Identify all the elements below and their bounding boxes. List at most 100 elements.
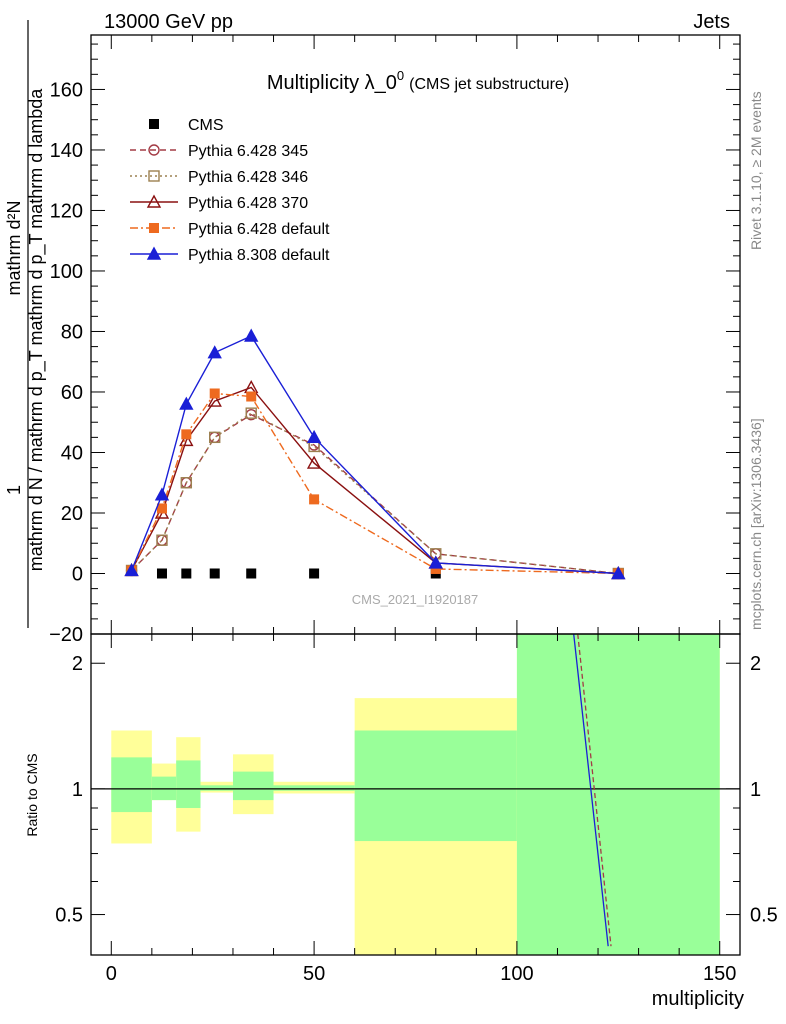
- series-5-point-6: [428, 555, 443, 569]
- x-tick-label: 50: [303, 963, 325, 985]
- ratio-y-tick-label-left: 0.5: [55, 905, 83, 927]
- main-plot-area: −20 0 20 40 60 80 100 120 140 160: [49, 34, 741, 646]
- mcplots-label: mcplots.cern.ch [arXiv:1306.3436]: [748, 418, 764, 630]
- legend-label-1: Pythia 6.428 345: [188, 143, 308, 160]
- series-5-point-7: [611, 566, 626, 580]
- ratio-plot-area: 0 50 100 150 0.5 0.5 1 1 2 2: [55, 633, 778, 985]
- legend-entry-0: CMS: [149, 117, 224, 134]
- ratio-y-axis-label: Ratio to CMS: [24, 753, 40, 836]
- series-line-5: [130, 335, 619, 575]
- legend-marker-5: [146, 246, 162, 260]
- ratio-y-tick-label-left: 1: [72, 779, 83, 801]
- ratio-y-tick-label-right: 1: [750, 779, 761, 801]
- series-3: [124, 379, 626, 580]
- header-right: Jets: [693, 11, 730, 33]
- ratio-plot-background: [111, 634, 720, 955]
- series-4-point-5: [309, 494, 320, 505]
- series-2-point-3: [209, 431, 221, 444]
- ratio-band-inner-6: [354, 730, 517, 842]
- series-0-point-2: [209, 568, 220, 579]
- series-0: [156, 568, 441, 579]
- series-4: [126, 388, 624, 579]
- legend-label-5: Pythia 8.308 default: [188, 247, 330, 264]
- legend-label-0: CMS: [188, 117, 224, 134]
- legend-label-2: Pythia 6.428 346: [188, 169, 308, 186]
- legend-marker-4: [149, 223, 159, 233]
- header-left: 13000 GeV pp: [104, 11, 233, 33]
- series-4-point-3: [209, 388, 220, 399]
- series-2: [125, 407, 625, 580]
- series-line-1: [131, 413, 619, 575]
- series-5-point-0: [124, 563, 139, 577]
- y-tick-label: 120: [50, 200, 83, 222]
- ratio-band-inner-5: [273, 785, 355, 791]
- y-label-one: 1: [4, 485, 24, 495]
- series-line-2: [131, 412, 619, 575]
- series-1: [125, 408, 625, 580]
- legend-marker-1: [148, 144, 160, 156]
- series-5-point-3: [207, 345, 222, 359]
- series-4-point-6: [430, 563, 441, 574]
- series-5-point-4: [244, 328, 259, 342]
- series-0-point-1: [181, 568, 192, 579]
- series-5: [124, 328, 626, 580]
- legend-entry-3: Pythia 6.428 370: [130, 194, 308, 212]
- series-3-point-3: [207, 393, 222, 407]
- ratio-band-inner-0: [111, 757, 152, 813]
- series-line-3: [130, 386, 619, 575]
- y-tick-label: 80: [61, 321, 83, 343]
- plot-title: Multiplicity λ_00(CMS jet substructure): [267, 68, 569, 94]
- y-tick-label: 40: [61, 442, 83, 464]
- ratio-line-0: [577, 633, 612, 947]
- x-tick-label: 100: [500, 963, 533, 985]
- y-label-numerator: mathrm d²N: [4, 200, 24, 295]
- analysis-watermark: CMS_2021_I1920187: [352, 592, 479, 607]
- series-5-point-1: [154, 487, 170, 501]
- main-y-axis-label: mathrm d²N mathrm d N / mathrm d p_T mat…: [4, 20, 47, 628]
- series-2-point-1: [156, 534, 168, 546]
- y-label-main: mathrm d N / mathrm d p_T mathrm d p_T m…: [26, 88, 47, 571]
- legend: CMS Pythia 6.428 345 Pythia 6.428 346 Pythi…: [130, 117, 330, 264]
- y-tick-label: 100: [50, 261, 83, 283]
- x-tick-label: 150: [703, 963, 736, 985]
- y-tick-label: 0: [72, 563, 83, 585]
- x-tick-label: 0: [106, 963, 117, 985]
- y-tick-label: −20: [49, 624, 83, 646]
- series-4-point-2: [181, 429, 192, 440]
- series-0-point-0: [156, 568, 167, 579]
- ratio-y-tick-label-left: 2: [72, 653, 83, 675]
- ratio-y-tick-label-right: 0.5: [750, 905, 778, 927]
- legend-entry-4: Pythia 6.428 default: [130, 221, 330, 238]
- series-0-point-4: [309, 568, 320, 579]
- legend-marker-3: [146, 194, 162, 208]
- series-2-point-4: [245, 407, 257, 419]
- ratio-band-inner-3: [200, 785, 233, 791]
- legend-label-3: Pythia 6.428 370: [188, 195, 308, 212]
- legend-entry-1: Pythia 6.428 345: [130, 143, 308, 160]
- y-tick-label: 60: [61, 382, 83, 404]
- series-0-point-3: [246, 568, 257, 579]
- series-4-point-1: [156, 503, 167, 514]
- y-tick-label: 20: [61, 503, 83, 525]
- ratio-y-tick-label-right: 2: [750, 653, 761, 675]
- y-tick-label: 140: [50, 140, 83, 162]
- series-5-point-5: [306, 429, 322, 444]
- series-2-point-2: [180, 477, 193, 489]
- ratio-band-inner-4: [232, 771, 274, 801]
- legend-marker-2: [148, 170, 160, 182]
- legend-marker-0: [149, 119, 159, 129]
- x-axis-label: multiplicity: [652, 988, 744, 1010]
- series-3-point-5: [306, 455, 322, 469]
- rivet-label: Rivet 3.1.10, ≥ 2M events: [748, 91, 764, 250]
- ratio-band-inner-7: [516, 634, 720, 955]
- ratio-line-1: [573, 633, 609, 947]
- legend-label-4: Pythia 6.428 default: [188, 221, 330, 238]
- series-line-4: [130, 392, 619, 575]
- series-5-point-2: [179, 396, 194, 410]
- legend-entry-2: Pythia 6.428 346: [130, 169, 308, 186]
- ratio-band-inner-2: [176, 760, 201, 808]
- y-tick-label: 160: [50, 79, 83, 101]
- series-3-point-2: [179, 432, 194, 447]
- series-1-point-3: [209, 431, 221, 444]
